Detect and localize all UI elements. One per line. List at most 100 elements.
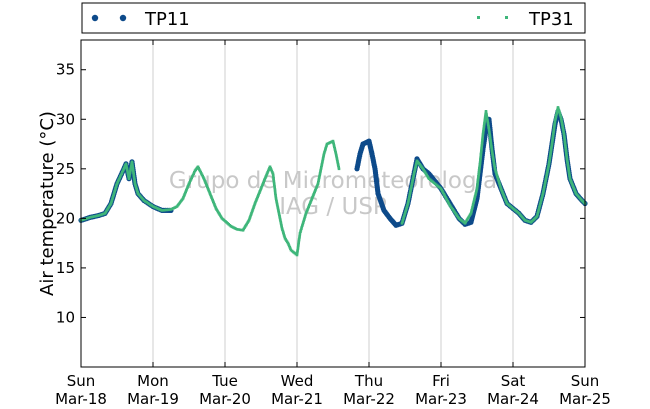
- data-point: [258, 191, 261, 194]
- data-point: [160, 209, 164, 212]
- data-point: [126, 170, 129, 173]
- data-point: [111, 196, 115, 199]
- data-point: [487, 127, 491, 131]
- data-point: [253, 203, 256, 207]
- data-point: [440, 188, 443, 192]
- data-point: [554, 115, 558, 118]
- data-point: [332, 141, 335, 144]
- data-point: [282, 234, 286, 237]
- data-point: [249, 214, 252, 218]
- data-point: [202, 177, 206, 180]
- data-point: [118, 176, 121, 180]
- data-point: [549, 151, 552, 155]
- data-point: [191, 175, 194, 178]
- data-point: [272, 178, 275, 182]
- data-point: [479, 154, 483, 158]
- data-point: [483, 119, 487, 122]
- data-point: [441, 190, 444, 193]
- data-point: [287, 243, 290, 246]
- data-point: [288, 246, 292, 249]
- data-point: [481, 132, 485, 136]
- data-point: [479, 151, 483, 155]
- x-tick-label-day: Sat: [501, 372, 526, 390]
- legend-label-tp11: TP11: [144, 9, 190, 30]
- data-point: [282, 231, 285, 234]
- y-axis: 10 15 20 25 30 35: [56, 61, 585, 326]
- data-point: [276, 204, 279, 208]
- data-point: [487, 124, 490, 128]
- data-point: [248, 217, 251, 221]
- data-point: [563, 142, 567, 145]
- data-point: [477, 174, 480, 178]
- data-point: [413, 168, 417, 171]
- data-point: [558, 110, 561, 113]
- data-point: [489, 141, 493, 145]
- x-tick-label-date: Mar-19: [127, 390, 179, 408]
- vertical-grid: [152, 40, 514, 367]
- data-point: [275, 201, 279, 205]
- data-point: [414, 163, 418, 167]
- data-point: [559, 114, 562, 118]
- x-tick-label-day: Wed: [281, 372, 314, 390]
- data-point: [482, 123, 486, 127]
- data-point: [496, 176, 500, 180]
- data-point: [298, 231, 302, 235]
- data-point: [280, 224, 283, 227]
- data-point: [117, 178, 121, 181]
- data-point: [505, 200, 508, 204]
- data-point: [551, 135, 555, 138]
- data-point: [162, 209, 165, 212]
- data-point: [320, 161, 324, 165]
- data-point: [402, 217, 405, 220]
- data-point: [190, 176, 193, 180]
- data-point: [249, 213, 253, 216]
- data-point: [567, 171, 571, 174]
- data-point: [304, 213, 307, 217]
- data-point: [500, 190, 504, 193]
- data-point: [562, 131, 565, 134]
- data-point: [551, 139, 554, 143]
- data-point: [113, 190, 116, 193]
- data-point: [541, 193, 544, 197]
- data-point: [480, 146, 483, 150]
- data-point: [275, 203, 279, 206]
- data-point: [302, 219, 305, 223]
- data-point: [127, 177, 131, 180]
- data-point: [213, 203, 216, 206]
- data-point: [279, 219, 282, 223]
- data-point: [574, 190, 577, 194]
- data-point: [165, 208, 168, 212]
- data-point: [548, 156, 552, 160]
- data-point: [445, 198, 449, 202]
- data-point: [477, 171, 481, 175]
- data-point: [536, 212, 540, 215]
- data-point: [297, 239, 301, 243]
- data-point: [122, 168, 125, 171]
- data-point: [482, 129, 485, 133]
- data-point: [163, 208, 167, 212]
- series-tp31: [79, 106, 587, 257]
- data-point: [253, 202, 257, 205]
- data-point: [540, 196, 544, 200]
- data-point: [323, 151, 326, 154]
- data-point: [564, 148, 568, 151]
- data-point: [247, 219, 251, 222]
- data-point: [411, 178, 414, 182]
- data-point: [313, 190, 316, 194]
- data-point: [115, 183, 118, 187]
- data-point: [212, 201, 216, 205]
- data-point: [196, 165, 200, 169]
- data-point: [473, 196, 476, 200]
- data-point: [235, 228, 239, 231]
- data-point: [551, 136, 555, 140]
- data-point: [131, 168, 135, 171]
- data-point: [128, 172, 132, 176]
- y-tick-label: 20: [56, 209, 75, 227]
- data-point: [268, 165, 272, 169]
- data-point: [570, 182, 574, 186]
- data-point: [503, 195, 506, 198]
- data-point: [335, 155, 338, 159]
- data-point: [121, 169, 125, 173]
- data-point: [296, 245, 300, 249]
- data-point: [557, 107, 560, 111]
